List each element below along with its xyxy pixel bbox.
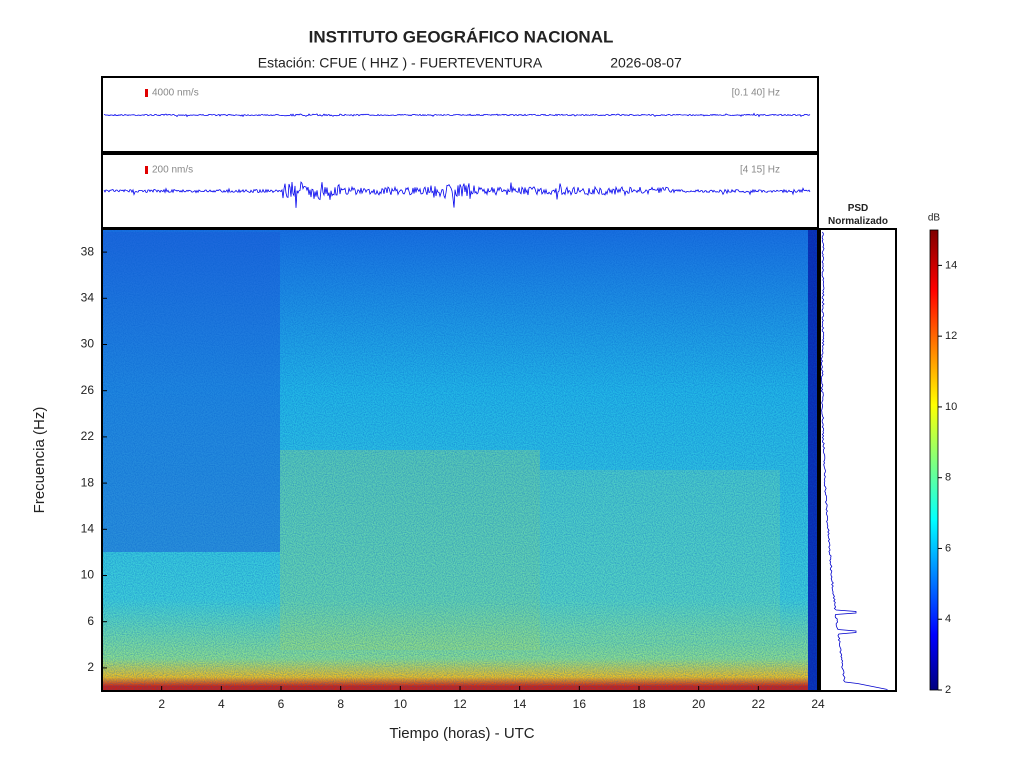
x-tick-label: 16 (573, 697, 587, 711)
colorbar-tick-label: 6 (945, 542, 951, 554)
colorbar-tick-label: 2 (945, 684, 951, 696)
scale-marker (145, 166, 148, 174)
title: INSTITUTO GEOGRÁFICO NACIONAL (309, 27, 614, 46)
x-axis-label: Tiempo (horas) - UTC (389, 725, 534, 742)
x-tick-label: 8 (337, 697, 344, 711)
spectrogram-image (102, 229, 818, 691)
y-tick-label: 30 (81, 337, 95, 351)
colorbar-tick-label: 4 (945, 613, 951, 625)
psd-curve (820, 231, 888, 690)
psd-title-line: PSD (848, 203, 869, 214)
x-tick-label: 18 (632, 697, 646, 711)
psd-frame (819, 228, 897, 692)
colorbar-tick-label: 14 (945, 259, 957, 271)
y-tick-label: 26 (81, 383, 95, 397)
y-tick-label: 2 (87, 660, 94, 674)
colorbar-tick-label: 12 (945, 330, 957, 342)
band-label: [4 15] Hz (740, 165, 780, 176)
colorbar (929, 229, 939, 691)
spectrogram-frame (101, 228, 819, 692)
waveform-frame (101, 76, 819, 153)
y-tick-label: 14 (81, 521, 95, 535)
y-tick-label: 22 (81, 429, 95, 443)
x-tick-label: 22 (752, 697, 766, 711)
date: 2026-08-07 (610, 55, 682, 71)
scale-label: 4000 nm/s (152, 88, 199, 99)
colorbar-tick-label: 8 (945, 472, 951, 484)
scale-marker (145, 89, 148, 97)
colorbar-tick-label: 10 (945, 401, 957, 413)
x-tick-label: 10 (394, 697, 408, 711)
psd-title: PSD Normalizado (828, 203, 888, 227)
x-tick-label: 14 (513, 697, 527, 711)
band-label: [0.1 40] Hz (732, 88, 780, 99)
y-axis-label: Frecuencia (Hz) (31, 407, 48, 514)
psd-title-line: Normalizado (828, 216, 888, 227)
y-tick-label: 10 (81, 568, 95, 582)
colorbar-label: dB (928, 213, 941, 224)
station: Estación: CFUE ( HHZ ) - FUERTEVENTURA (258, 55, 543, 71)
scale-label: 200 nm/s (152, 165, 193, 176)
y-tick-label: 18 (81, 475, 95, 489)
x-tick-label: 20 (692, 697, 706, 711)
y-tick-label: 38 (81, 244, 95, 258)
x-tick-label: 12 (453, 697, 467, 711)
x-tick-label: 4 (218, 697, 225, 711)
x-tick-label: 24 (811, 697, 825, 711)
x-tick-label: 2 (158, 697, 165, 711)
x-tick-label: 6 (278, 697, 285, 711)
waveform (103, 181, 811, 208)
y-tick-label: 6 (87, 614, 94, 628)
waveform (103, 112, 811, 118)
y-tick-label: 34 (81, 290, 95, 304)
